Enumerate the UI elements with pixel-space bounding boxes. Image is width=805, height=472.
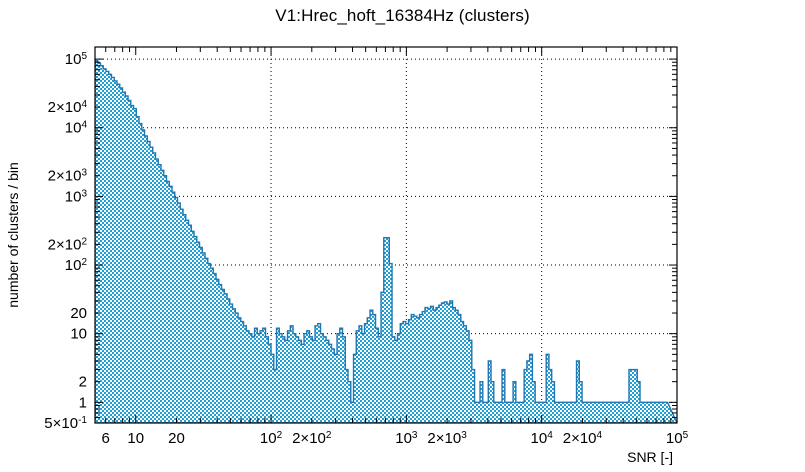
y-tick-label: 1	[79, 394, 87, 411]
x-tick-label: 102	[260, 430, 283, 448]
x-tick-label: 104	[531, 430, 554, 448]
y-tick-label: 2×103	[48, 167, 88, 185]
x-axis-tick-labels: 6 10 20 102 2×102 103 2×103 104 2×104 105	[102, 430, 689, 448]
x-axis-title: SNR [-]	[627, 449, 673, 465]
plot-frame	[94, 46, 678, 424]
page-title: V1:Hrec_hoft_16384Hz (clusters)	[275, 6, 530, 25]
y-tick-label: 104	[65, 119, 88, 137]
y-tick-label: 2×104	[48, 99, 88, 117]
x-tick-label: 10	[127, 430, 144, 447]
y-tick-label: 103	[65, 188, 88, 206]
x-tick-label: 2×103	[427, 430, 467, 448]
y-tick-label: 10	[70, 326, 87, 343]
y-tick-label: 102	[65, 257, 88, 275]
x-tick-label: 20	[168, 430, 185, 447]
x-tick-label: 103	[395, 430, 418, 448]
x-tick-label: 6	[102, 430, 110, 447]
y-tick-label: 2×102	[48, 236, 88, 254]
y-axis-title: number of clusters / bin	[5, 162, 21, 308]
histogram-fill	[95, 60, 677, 423]
y-tick-label: 105	[65, 51, 88, 69]
histogram-outline	[95, 59, 677, 423]
y-tick-label: 2	[79, 374, 87, 391]
x-tick-label: 2×102	[292, 430, 332, 448]
y-axis-tick-labels: 5×10-1 1 2 10 20 102 2×102 103 2×103 104 2×104 105	[44, 51, 87, 432]
histogram-series	[95, 59, 677, 423]
y-tick-label: 5×10-1	[44, 415, 87, 433]
x-tick-label: 2×104	[563, 430, 603, 448]
x-tick-label: 105	[666, 430, 689, 448]
y-tick-label: 20	[70, 305, 87, 322]
